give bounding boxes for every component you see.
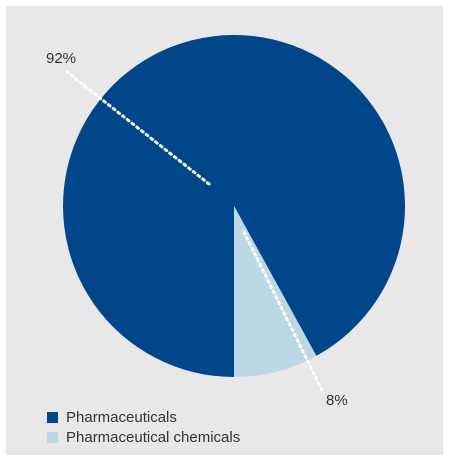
legend-swatch-pharmaceutical-chemicals xyxy=(47,431,58,443)
legend-swatch-pharmaceuticals xyxy=(47,411,58,423)
pie-slices xyxy=(63,35,406,378)
pie-slice-pharmaceuticals xyxy=(63,35,406,378)
legend-item-pharmaceuticals: Pharmaceuticals xyxy=(47,407,240,427)
slice-label-pharmaceuticals: 92% xyxy=(46,50,77,67)
legend-label-pharmaceuticals: Pharmaceuticals xyxy=(66,408,177,426)
leader-line-pharmaceutical-chemicals xyxy=(242,230,324,392)
leader-lines xyxy=(65,70,324,392)
slice-label-pharmaceutical-chemicals: 8% xyxy=(326,392,348,409)
legend-item-pharmaceutical-chemicals: Pharmaceutical chemicals xyxy=(47,427,240,447)
leader-line-pharmaceuticals xyxy=(65,70,211,186)
legend: Pharmaceuticals Pharmaceutical chemicals xyxy=(47,407,240,447)
legend-label-pharmaceutical-chemicals: Pharmaceutical chemicals xyxy=(66,428,241,446)
